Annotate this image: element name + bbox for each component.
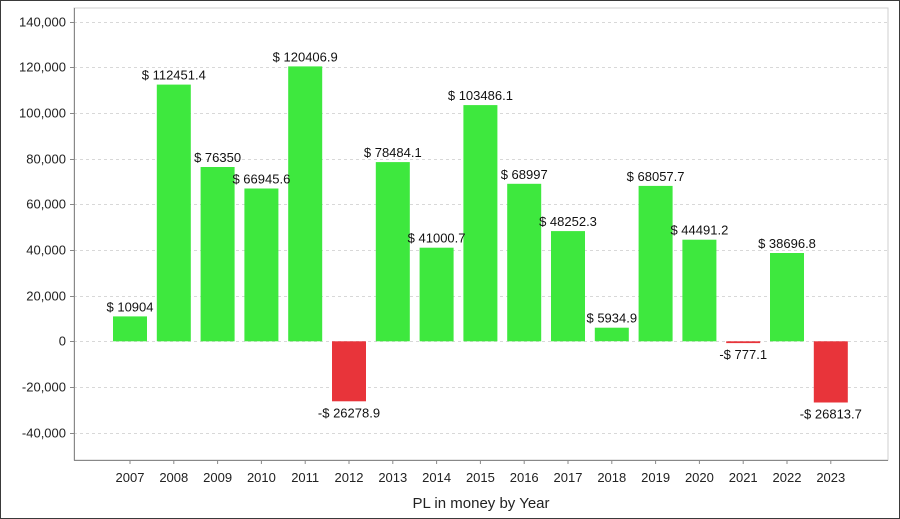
bar-2015 <box>463 105 498 342</box>
data-label: -$ 26278.9 <box>318 405 380 420</box>
data-label: $ 68057.7 <box>627 169 685 184</box>
data-label: $ 10904 <box>107 299 154 314</box>
y-tick-label: 0 <box>59 334 66 349</box>
bar-2012 <box>332 341 366 402</box>
bar-2022 <box>770 253 804 342</box>
data-labels: $ 10904 $ 112451.4 $ 76350 $ 66945.6 $ 12040… <box>107 49 862 421</box>
y-tick-label: 20,000 <box>26 289 66 304</box>
x-tick-label: 2010 <box>247 470 276 485</box>
data-label: $ 66945.6 <box>232 172 290 187</box>
x-tick-label: 2020 <box>685 470 714 485</box>
y-tick-label: 140,000 <box>19 15 66 30</box>
data-label: $ 103486.1 <box>448 88 513 103</box>
x-axis-title: PL in money by Year <box>412 495 549 512</box>
bar-2007 <box>113 316 147 342</box>
bar-2020 <box>682 239 717 342</box>
bar-2011 <box>288 66 323 342</box>
y-tick-label: -40,000 <box>22 426 66 441</box>
bar-2017 <box>551 231 585 342</box>
data-label: $ 48252.3 <box>539 214 597 229</box>
x-tick-label: 2011 <box>291 470 319 485</box>
x-tick-label: 2016 <box>510 470 539 485</box>
bar-2010 <box>244 188 279 342</box>
y-tick-label: -20,000 <box>22 380 66 395</box>
bar-2009 <box>200 167 235 342</box>
data-label: $ 41000.7 <box>408 231 466 246</box>
bars <box>113 66 848 403</box>
axes <box>70 8 888 464</box>
y-tick-label: 80,000 <box>26 152 66 167</box>
data-label: $ 76350 <box>194 150 241 165</box>
x-tick-label: 2019 <box>641 470 670 485</box>
bar-2018 <box>594 327 629 342</box>
y-tick-label: 100,000 <box>19 106 66 121</box>
bar-2021 <box>726 341 761 344</box>
x-tick-label: 2015 <box>466 470 495 485</box>
bar-2016 <box>507 183 542 342</box>
bar-2023 <box>813 341 848 403</box>
data-label: $ 112451.4 <box>142 68 206 83</box>
x-tick-label: 2007 <box>116 470 145 485</box>
x-tick-label: 2022 <box>773 470 802 485</box>
x-tick-label: 2021 <box>729 470 758 485</box>
x-tick-labels: 2007 2008 2009 2010 2011 2012 2013 2014 2015 2016… <box>116 470 846 485</box>
y-tick-labels: -40,000 -20,000 0 20,000 40,000 60,000 80,000 1… <box>19 15 66 441</box>
data-label: $ 38696.8 <box>758 236 816 251</box>
x-tick-label: 2018 <box>597 470 626 485</box>
y-tick-label: 40,000 <box>26 243 66 258</box>
bar-2019 <box>638 185 673 342</box>
x-tick-label: 2009 <box>203 470 232 485</box>
y-tick-label: 120,000 <box>19 60 66 75</box>
data-label: $ 78484.1 <box>364 145 422 160</box>
x-tick-label: 2008 <box>159 470 188 485</box>
x-tick-label: 2014 <box>422 470 451 485</box>
data-label: -$ 26813.7 <box>800 407 862 422</box>
bar-2014 <box>419 247 454 342</box>
data-label: $ 44491.2 <box>670 223 728 238</box>
x-tick-label: 2012 <box>335 470 364 485</box>
x-tick-label: 2017 <box>554 470 583 485</box>
x-tick-label: 2013 <box>378 470 407 485</box>
data-label: $ 120406.9 <box>273 49 338 64</box>
x-tick-label: 2023 <box>816 470 845 485</box>
bar-2013 <box>375 162 410 342</box>
data-label: $ 68997 <box>501 167 548 182</box>
y-tick-label: 60,000 <box>26 197 66 212</box>
data-label: -$ 777.1 <box>719 347 767 362</box>
bar-2008 <box>156 84 191 342</box>
data-label: $ 5934.9 <box>586 311 637 326</box>
